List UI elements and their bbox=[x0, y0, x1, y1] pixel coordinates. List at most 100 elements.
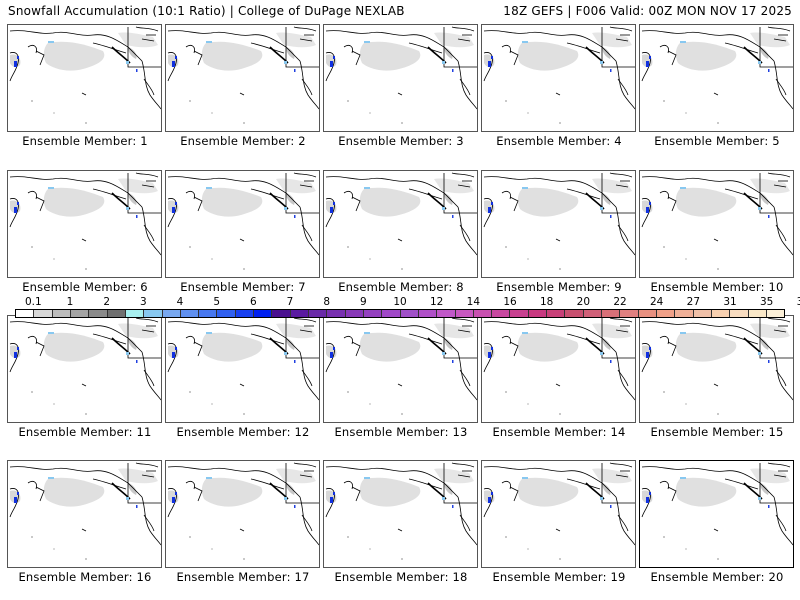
title-right: 18Z GEFS | F006 Valid: 00Z MON NOV 17 20… bbox=[503, 4, 792, 18]
colorbar-tick-label: 10 bbox=[393, 296, 407, 308]
ensemble-member-map bbox=[639, 460, 794, 568]
ensemble-member-label: Ensemble Member: 17 bbox=[176, 570, 310, 584]
colorbar-cell bbox=[766, 310, 785, 317]
colorbar-tick-label: 4 bbox=[176, 296, 184, 308]
colorbar-tick-label: 31 bbox=[723, 296, 737, 308]
ensemble-member-map bbox=[639, 24, 794, 132]
ensemble-member-label: Ensemble Member: 10 bbox=[650, 280, 784, 294]
colorbar-tick-label: 0.1 bbox=[24, 296, 42, 308]
colorbar-cell bbox=[583, 310, 602, 317]
colorbar-cell bbox=[675, 310, 694, 317]
map-north-pacific bbox=[167, 317, 319, 415]
colorbar-tick-label: 8 bbox=[323, 296, 330, 308]
colorbar-tick-label: 3 bbox=[139, 296, 147, 308]
ensemble-member-label: Ensemble Member: 7 bbox=[180, 280, 306, 294]
colorbar-cell bbox=[217, 310, 236, 317]
colorbar-cell bbox=[162, 310, 181, 317]
colorbar-tick-label: 5 bbox=[213, 296, 220, 308]
colorbar-tick-label: 1 bbox=[66, 296, 74, 308]
map-north-pacific bbox=[325, 172, 477, 270]
colorbar-tick-label: 24 bbox=[649, 296, 664, 308]
map-north-pacific bbox=[641, 462, 793, 560]
ensemble-member-label: Ensemble Member: 9 bbox=[496, 280, 622, 294]
colorbar-tick-label: 12 bbox=[429, 296, 444, 308]
colorbar-cell bbox=[34, 310, 53, 317]
ensemble-member-label: Ensemble Member: 2 bbox=[180, 134, 306, 148]
colorbar-cell bbox=[272, 310, 291, 317]
map-north-pacific bbox=[9, 26, 161, 124]
colorbar-tick-label: 27 bbox=[686, 296, 701, 308]
colorbar-cell bbox=[547, 310, 566, 317]
map-north-pacific bbox=[9, 172, 161, 270]
colorbar-cell bbox=[437, 310, 456, 317]
ensemble-member-map bbox=[165, 315, 320, 423]
ensemble-member-map bbox=[323, 24, 478, 132]
colorbar-tick-label: 14 bbox=[466, 296, 481, 308]
ensemble-member-label: Ensemble Member: 15 bbox=[650, 425, 784, 439]
ensemble-member-map bbox=[165, 460, 320, 568]
colorbar-cell bbox=[107, 310, 126, 317]
colorbar-cell bbox=[602, 310, 621, 317]
colorbar-cell bbox=[638, 310, 657, 317]
ensemble-member-map bbox=[7, 24, 162, 132]
colorbar-cell bbox=[345, 310, 364, 317]
colorbar-cell bbox=[748, 310, 767, 317]
colorbar-cell bbox=[309, 310, 328, 317]
ensemble-member-label: Ensemble Member: 1 bbox=[22, 134, 148, 148]
ensemble-member-map bbox=[323, 315, 478, 423]
colorbar-cell bbox=[144, 310, 163, 317]
colorbar-tick-label: 6 bbox=[249, 296, 257, 308]
colorbar-tick-label: 35 bbox=[759, 296, 774, 308]
legend-tick-labels: 0.1123456789101214161820222427313539 bbox=[15, 296, 800, 308]
colorbar-tick-label: 22 bbox=[613, 296, 627, 308]
ensemble-member-map bbox=[165, 170, 320, 278]
colorbar-cell bbox=[70, 310, 90, 317]
map-north-pacific bbox=[325, 317, 477, 415]
map-north-pacific bbox=[9, 462, 161, 560]
colorbar-cell bbox=[235, 310, 255, 317]
ensemble-member-map bbox=[639, 315, 794, 423]
colorbar-tick-label: 20 bbox=[576, 296, 591, 308]
map-north-pacific bbox=[325, 26, 477, 124]
map-north-pacific bbox=[9, 317, 161, 415]
colorbar-cell bbox=[711, 310, 731, 317]
ensemble-member-label: Ensemble Member: 13 bbox=[334, 425, 468, 439]
map-north-pacific bbox=[167, 26, 319, 124]
ensemble-member-map bbox=[7, 315, 162, 423]
map-north-pacific bbox=[641, 317, 793, 415]
colorbar-cell bbox=[382, 310, 401, 317]
colorbar-cell bbox=[125, 310, 145, 317]
colorbar-cell bbox=[52, 310, 71, 317]
map-north-pacific bbox=[483, 172, 635, 270]
ensemble-member-label: Ensemble Member: 16 bbox=[18, 570, 152, 584]
colorbar-cell bbox=[565, 310, 584, 317]
ensemble-member-label: Ensemble Member: 18 bbox=[334, 570, 468, 584]
colorbar-cell bbox=[327, 310, 346, 317]
ensemble-member-map bbox=[481, 24, 636, 132]
colorbar-cell bbox=[473, 310, 493, 317]
ensemble-member-label: Ensemble Member: 6 bbox=[22, 280, 148, 294]
colorbar-cell bbox=[89, 310, 108, 317]
ensemble-member-map bbox=[165, 24, 320, 132]
ensemble-member-label: Ensemble Member: 14 bbox=[492, 425, 626, 439]
colorbar-cell bbox=[199, 310, 218, 317]
ensemble-member-map bbox=[481, 170, 636, 278]
title-left: Snowfall Accumulation (10:1 Ratio) | Col… bbox=[8, 4, 405, 18]
colorbar-tick-label: 18 bbox=[539, 296, 554, 308]
ensemble-member-map bbox=[7, 460, 162, 568]
colorbar-cell bbox=[16, 310, 35, 317]
colorbar-cell bbox=[656, 310, 676, 317]
ensemble-member-label: Ensemble Member: 12 bbox=[176, 425, 310, 439]
colorbar-cell bbox=[528, 310, 548, 317]
colorbar-cell bbox=[180, 310, 200, 317]
colorbar-cell bbox=[730, 310, 749, 317]
colorbar-cell bbox=[290, 310, 309, 317]
ensemble-member-label: Ensemble Member: 11 bbox=[18, 425, 152, 439]
map-north-pacific bbox=[483, 317, 635, 415]
map-north-pacific bbox=[167, 462, 319, 560]
colorbar-cell bbox=[510, 310, 529, 317]
map-north-pacific bbox=[167, 172, 319, 270]
colorbar-tick-label: 9 bbox=[359, 296, 367, 308]
map-north-pacific bbox=[325, 462, 477, 560]
colorbar-tick-label: 39 bbox=[796, 296, 800, 308]
